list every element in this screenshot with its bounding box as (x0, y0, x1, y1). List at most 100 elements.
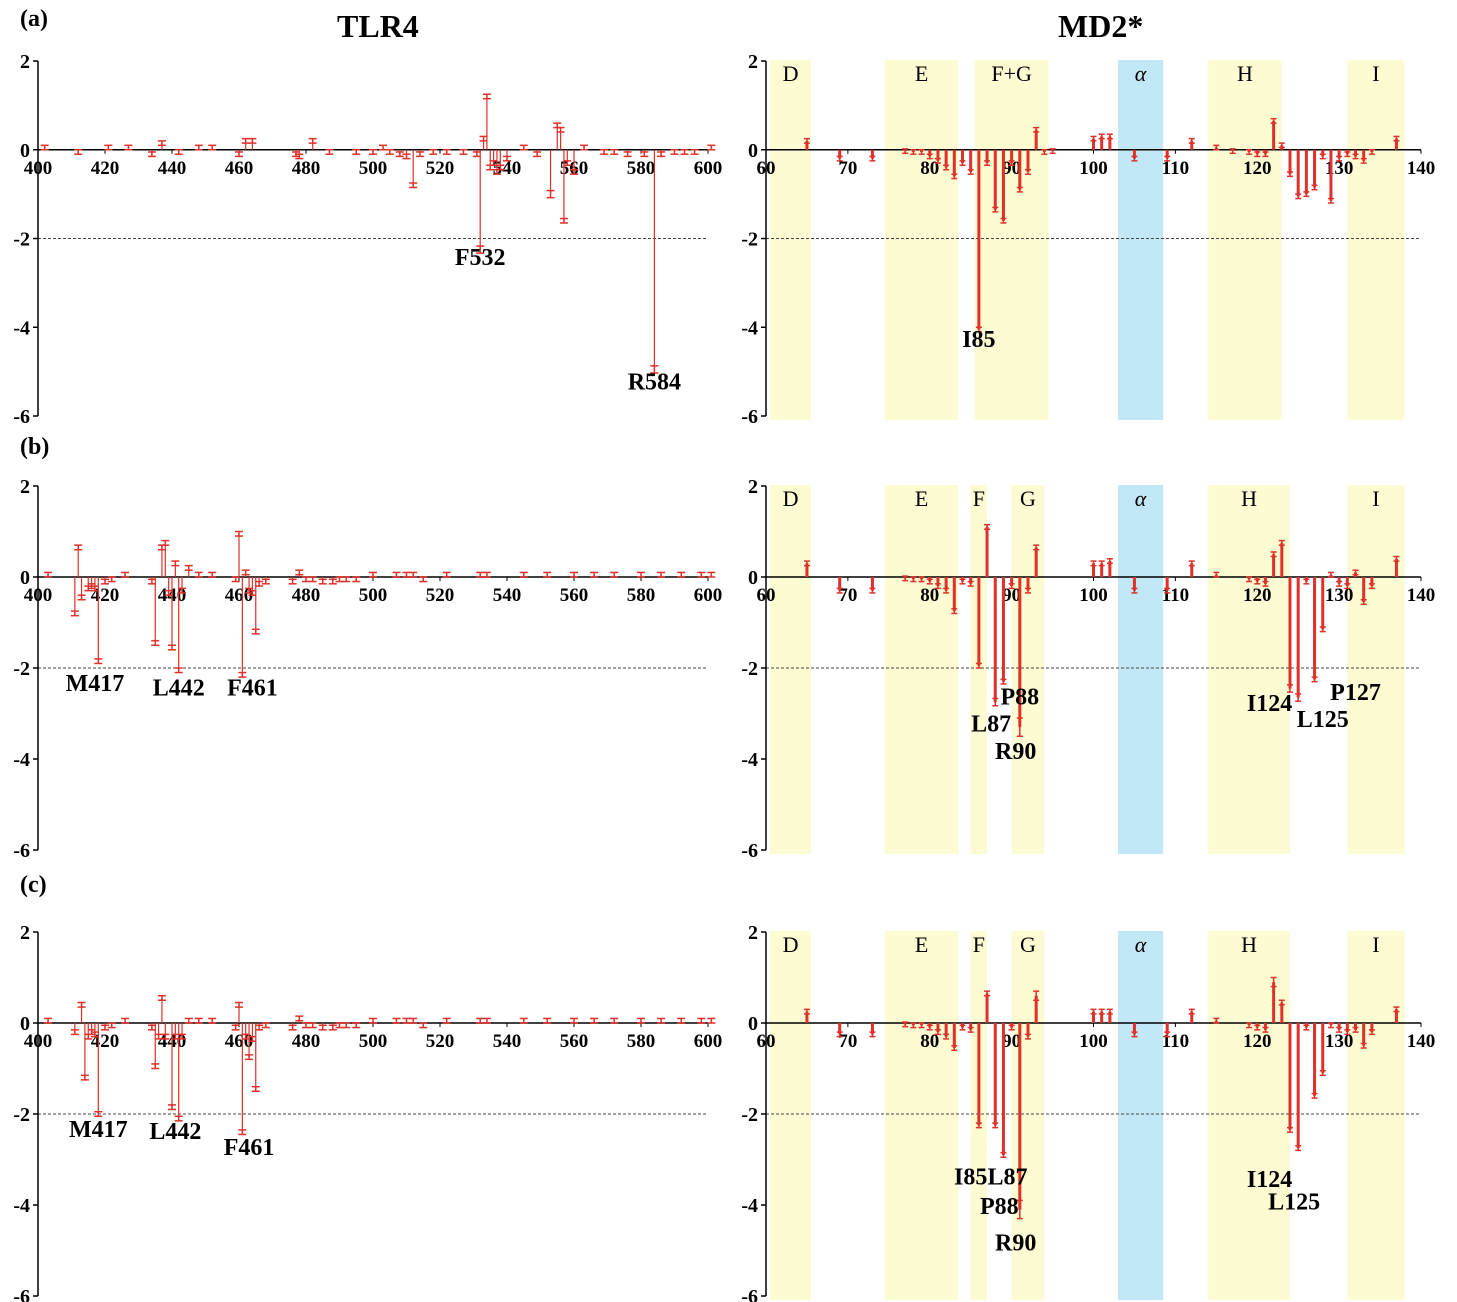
panel-b-md2-bar (936, 577, 940, 587)
panel-b-md2-residue-label: R90 (995, 739, 1036, 765)
panel-a-md2-bar (1010, 149, 1014, 164)
panel-a-tlr4-bar (479, 149, 481, 250)
panel-a-md2-bar (870, 149, 874, 159)
panel-b-md2-region-label: D (783, 486, 799, 511)
panel-c-tlr4-x-tick-label: 500 (359, 1031, 388, 1052)
panel-a-tlr4-x-tick-label: 440 (158, 158, 187, 179)
panel-b-md2-region-label: H (1241, 486, 1257, 511)
panel-label-b: (b) (20, 434, 50, 460)
panel-b-md2-bar (1280, 542, 1284, 577)
panel-c-tlr4-bar (238, 1004, 240, 1023)
panel-c-md2-bar (1394, 1009, 1398, 1023)
panel-b-tlr4-bar (188, 567, 190, 577)
panel-a-md2-y-tick-label: -6 (741, 406, 758, 428)
panel-a-md2-bar (1329, 149, 1333, 201)
panel-b-md2-y-tick-label: -2 (741, 658, 758, 680)
panel-c-md2-x-tick-label: 60 (757, 1031, 776, 1052)
panel-c-tlr4-bar (245, 1023, 247, 1037)
panel-c-tlr4-bar (164, 1023, 166, 1037)
panel-c-md2-region-label: D (783, 932, 799, 957)
panel-a-md2-x-tick-label: 60 (757, 158, 776, 179)
panel-c-tlr4-bar (97, 1023, 99, 1114)
panel-b-md2-bar (1321, 577, 1325, 630)
panel-c-md2-residue-label: I124 (1247, 1167, 1292, 1193)
panel-c-tlr4-x-tick-label: 520 (426, 1031, 455, 1052)
panel-b-md2-y-tick-label: -6 (741, 840, 758, 862)
panel-a-tlr4-y-tick-label: -2 (13, 229, 30, 251)
panel-c-tlr4-y-tick-label: -6 (13, 1286, 30, 1302)
panel-b-tlr4-bar (94, 577, 96, 589)
panel-b-md2-bar (1010, 577, 1014, 587)
panel-c-tlr4-bar (84, 1023, 86, 1078)
panel-b-md2-x-tick-label: 80 (920, 585, 939, 606)
panel-b-md2-region-label: α (1135, 486, 1147, 511)
panel-a-tlr4-x-tick-label: 520 (426, 158, 455, 179)
panel-c-md2-bar (870, 1023, 874, 1035)
panel-a-md2-region-0 (770, 60, 812, 420)
panel-c-md2-bar (1092, 1011, 1095, 1023)
panel-a-tlr4-bar (493, 149, 495, 164)
panel-b-md2-bar (969, 577, 973, 584)
panel-a-md2-x-tick-label: 70 (838, 158, 857, 179)
panel-b-md2-bar (1362, 577, 1366, 603)
panel-c-md2-bar (1100, 1011, 1104, 1023)
panel-c-tlr4-y-tick-label: 0 (20, 1013, 30, 1035)
panel-c-tlr4-bar (178, 1023, 180, 1119)
panel-b-md2-bar (1288, 577, 1292, 689)
panel-b-md2-bar (952, 577, 956, 612)
panel-b-tlr4-x-tick-label: 600 (694, 585, 723, 606)
panel-a-md2-x-tick-label: 100 (1079, 158, 1108, 179)
panel-b-tlr4-x-tick-label: 580 (627, 585, 656, 606)
panel-c-tlr4-bar (161, 997, 163, 1023)
panel-c-md2-region-label: G (1020, 932, 1036, 957)
panel-c-md2-region-label: H (1241, 932, 1257, 957)
panel-c-md2-bar (1018, 1023, 1022, 1210)
panel-b-md2-region-4 (1118, 485, 1164, 854)
panel-b-md2-bar (870, 577, 874, 591)
panel-c-md2-bar (1354, 1023, 1357, 1030)
panel-c-md2-x-tick-label: 80 (920, 1031, 939, 1052)
panel-a-md2-region-2 (974, 60, 1049, 420)
panel-a-tlr4-bar (496, 149, 498, 172)
panel-a-tlr4-bar (245, 140, 247, 150)
panel-label-c: (c) (20, 872, 47, 898)
panel-c-md2-x-tick-label: 120 (1243, 1031, 1272, 1052)
panel-a-md2-bar (961, 149, 964, 164)
panel-b-md2-x-tick-label: 60 (757, 585, 776, 606)
panel-a-md2-y-tick-label: -2 (741, 229, 758, 251)
panel-c-md2-bar (936, 1023, 940, 1033)
panel-a-tlr4-x-tick-label: 400 (24, 158, 53, 179)
panel-b-tlr4-bar (251, 577, 253, 593)
panel-b-tlr4-bar (171, 577, 173, 648)
panel-b-tlr4-bar (154, 577, 156, 643)
panel-c-md2-region-4 (1118, 931, 1164, 1300)
panel-c-tlr4-x-tick-label: 540 (493, 1031, 522, 1052)
panel-b-md2-bar (1132, 577, 1136, 591)
panel-b-md2-bar (805, 563, 809, 577)
panel-c-md2-bar (1313, 1023, 1317, 1096)
panel-b-tlr4-y-tick-label: -2 (13, 658, 30, 680)
panel-b-md2-bar (1100, 563, 1104, 577)
panel-b-md2-bar (985, 526, 989, 577)
panel-b-md2-bar (1263, 577, 1267, 584)
panel-a-tlr4-bar (412, 149, 414, 186)
panel-c-md2-region-3 (1011, 931, 1045, 1300)
panel-a-md2-bar (944, 149, 948, 168)
panel-c-md2-bar (1190, 1011, 1194, 1023)
panel-b-md2-x-tick-label: 100 (1079, 585, 1108, 606)
panel-a-tlr4-bar (563, 149, 565, 221)
panel-a-tlr4-x-tick-label: 500 (359, 158, 388, 179)
panel-c-md2-region-label: α (1135, 932, 1147, 957)
panel-c-md2-bar (1288, 1023, 1292, 1130)
panel-c-tlr4-x-tick-label: 600 (694, 1031, 723, 1052)
panel-c-md2-region-0 (770, 931, 812, 1300)
panel-b-md2-x-tick-label: 120 (1243, 585, 1272, 606)
panel-b-md2-bar (1108, 561, 1112, 577)
panel-b-md2-region-5 (1208, 485, 1290, 854)
panel-b-md2-region-2 (970, 485, 988, 854)
panel-b-md2-y-tick-label: 0 (748, 567, 758, 589)
panel-b-md2-bar (1337, 577, 1341, 584)
panel-b-md2-bar (1272, 554, 1276, 577)
